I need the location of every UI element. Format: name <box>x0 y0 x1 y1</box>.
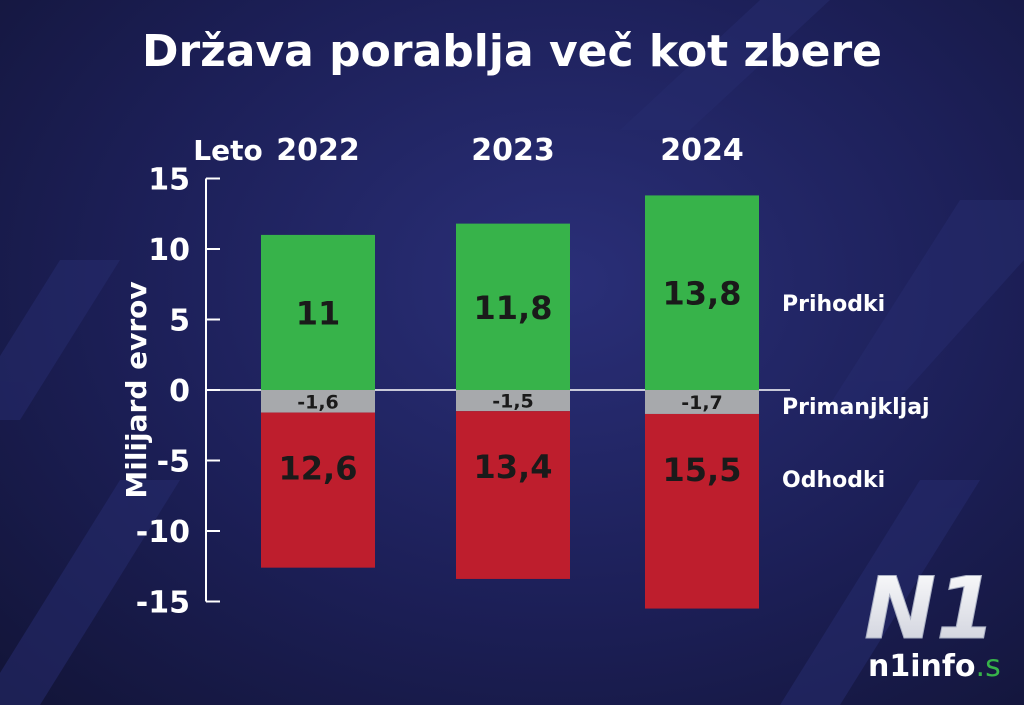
income-bar <box>456 223 570 390</box>
expenditure-value-label: 15,5 <box>663 451 742 489</box>
deficit-bar <box>456 390 570 412</box>
deficit-bar <box>261 390 375 413</box>
y-tick-label: 15 <box>148 163 190 198</box>
y-tick-label: -10 <box>136 515 190 550</box>
y-tick-label: 5 <box>169 304 190 339</box>
expenditure-value-label: 12,6 <box>279 450 358 488</box>
deficit-bar <box>645 390 759 414</box>
income-bar <box>261 234 375 390</box>
deficit-value-label: -1,5 <box>492 391 534 413</box>
expenditure-bar <box>261 412 375 568</box>
deficit-value-label: -1,6 <box>297 391 339 413</box>
chart-title: Država porablja več kot zbere <box>141 26 883 77</box>
x-axis-label: Leto <box>193 134 262 167</box>
y-axis-label: Milijard evrov <box>120 281 153 498</box>
category-label: 2023 <box>471 133 555 168</box>
svg-text:n1info.si: n1info.si <box>868 649 1000 684</box>
legend-income: Prihodki <box>782 292 885 317</box>
logo-site: n1info <box>868 649 976 684</box>
logo-mark: N1 <box>864 560 996 659</box>
y-tick-label: -15 <box>136 586 190 621</box>
deficit-value-label: -1,7 <box>681 392 723 414</box>
legend-deficit: Primanjkljaj <box>782 395 930 420</box>
y-tick-label: -5 <box>157 445 190 480</box>
y-tick-label: 10 <box>148 233 190 268</box>
expenditure-bar <box>645 413 759 609</box>
income-bar <box>645 195 759 390</box>
category-label: 2022 <box>276 133 360 168</box>
income-value-label: 11 <box>296 294 341 332</box>
income-value-label: 13,8 <box>663 275 742 313</box>
income-value-label: 11,8 <box>474 289 553 327</box>
category-label: 2024 <box>660 133 744 168</box>
expenditure-value-label: 13,4 <box>474 448 553 486</box>
logo-tld: .si <box>976 649 1000 684</box>
y-tick-label: 0 <box>169 374 190 409</box>
expenditure-bar <box>456 411 570 579</box>
n1-logo: N1 n1info.si <box>864 560 1000 684</box>
legend-expenditure: Odhodki <box>782 468 885 493</box>
